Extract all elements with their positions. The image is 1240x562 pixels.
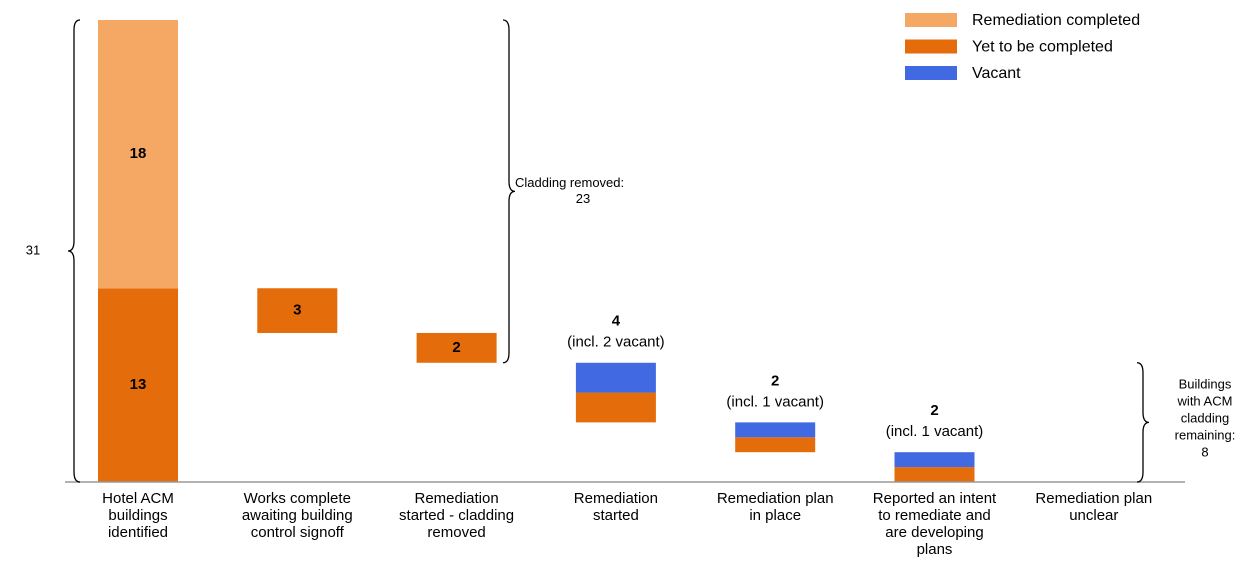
x-tick-label: Remediation plan	[1035, 490, 1152, 507]
x-tick-label: control signoff	[251, 524, 345, 541]
total-label: 2	[930, 402, 938, 419]
brace-label: Buildings	[1179, 376, 1232, 391]
total-label: 4	[612, 313, 621, 330]
x-tick-label: identified	[108, 524, 168, 541]
legend-label: Vacant	[972, 65, 1021, 82]
bar-segment	[575, 362, 656, 393]
legend-swatch	[905, 13, 957, 27]
x-tick-label: buildings	[108, 507, 167, 524]
total-note: (incl. 1 vacant)	[886, 423, 984, 440]
x-tick-label: Hotel ACM	[102, 490, 174, 507]
bar-label: 2	[452, 339, 460, 356]
x-tick-label: Works complete	[244, 490, 351, 507]
bar-segment	[735, 422, 816, 438]
total-label: 2	[771, 372, 779, 389]
legend-label: Yet to be completed	[972, 39, 1113, 56]
brace-label: with ACM	[1177, 393, 1233, 408]
x-tick-label: unclear	[1069, 507, 1118, 524]
x-tick-label: removed	[427, 524, 485, 541]
x-tick-label: Remediation plan	[717, 490, 834, 507]
x-tick-label: awaiting building	[242, 507, 353, 524]
x-tick-label: started	[593, 507, 639, 524]
x-tick-label: Remediation	[414, 490, 498, 507]
x-tick-label: Reported an intent	[873, 490, 997, 507]
bar-segment	[894, 467, 975, 482]
x-tick-label: started - cladding	[399, 507, 514, 524]
brace-label: remaining:	[1175, 427, 1236, 442]
bar-label: 3	[293, 302, 301, 319]
brace-label: Cladding removed:	[515, 175, 624, 190]
x-tick-label: in place	[749, 507, 801, 524]
x-tick-label: to remediate and	[878, 507, 991, 524]
bar-segment	[735, 437, 816, 453]
legend-label: Remediation completed	[972, 12, 1140, 29]
bar-label: 13	[130, 376, 147, 393]
brace	[1136, 362, 1150, 483]
brace-label: 8	[1201, 444, 1208, 459]
bar-segment	[894, 452, 975, 468]
x-tick-label: are developing	[885, 524, 983, 541]
bar-label: 18	[130, 145, 147, 162]
total-note: (incl. 2 vacant)	[567, 334, 665, 351]
brace-label: cladding	[1181, 410, 1229, 425]
brace-label: 31	[26, 242, 40, 257]
bar-segment	[257, 288, 338, 333]
brace	[67, 19, 81, 483]
bar-segment	[416, 332, 497, 363]
brace-label: 23	[576, 191, 590, 206]
bar-segment	[98, 288, 178, 482]
brace	[502, 19, 516, 364]
total-note: (incl. 1 vacant)	[726, 393, 824, 410]
x-tick-label: Remediation	[574, 490, 658, 507]
legend-swatch	[905, 39, 957, 54]
x-tick-label: plans	[917, 541, 953, 558]
bar-segment	[98, 20, 178, 289]
legend-swatch	[905, 66, 957, 80]
bar-segment	[575, 392, 656, 423]
